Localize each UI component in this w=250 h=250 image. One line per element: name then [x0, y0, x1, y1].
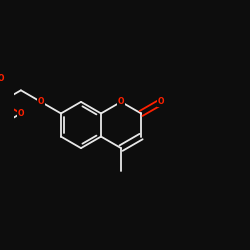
- Text: O: O: [0, 74, 4, 83]
- Text: O: O: [38, 97, 44, 106]
- Text: O: O: [18, 109, 24, 118]
- Text: O: O: [118, 97, 124, 106]
- Text: O: O: [158, 97, 164, 106]
